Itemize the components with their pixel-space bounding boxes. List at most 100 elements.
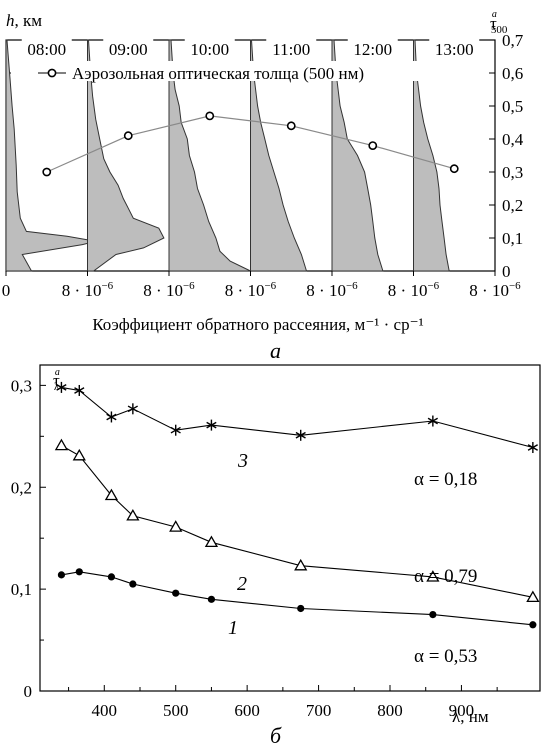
time-label-bg	[103, 39, 154, 59]
chart-b-x-tick-label: 700	[306, 701, 332, 720]
time-label: 09:00	[109, 40, 148, 59]
legend-circle-marker	[47, 68, 57, 78]
time-label-bg	[429, 39, 480, 59]
curve-number-1: 1	[228, 617, 238, 639]
series-line	[61, 386, 534, 449]
aod-point	[42, 167, 52, 177]
marker-star-stroke	[74, 387, 85, 394]
chart-a-ylabel-right: τa 500	[490, 9, 508, 36]
marker-triangle	[104, 488, 119, 501]
alpha-label-2: α = 0,79	[414, 566, 477, 587]
marker-triangle	[426, 570, 440, 582]
marker-star	[427, 415, 438, 427]
chart-b-y-tick-label: 0,3	[11, 376, 32, 395]
marker-star	[527, 442, 538, 454]
profile-0800	[5, 39, 96, 272]
chart-b-x-tick-label: 800	[377, 701, 403, 720]
marker-star-stroke	[170, 426, 181, 434]
marker-circle	[57, 571, 66, 579]
chart-a-xlabel: Коэффициент обратного рассеяния, м⁻¹ · с…	[92, 315, 423, 334]
chart-a-x-tick-label: 8 · 10−6	[225, 280, 277, 300]
marker-circle	[207, 595, 216, 603]
marker-star	[206, 419, 217, 431]
chart-a-right-axis: 0 0,1 0,2 0,3 0,4 0,5 0,6 0,7	[489, 31, 524, 281]
chart-a-right-tick-label: 0,5	[502, 97, 523, 116]
chart-a-right-tick-label: 0,4	[502, 130, 524, 149]
marker-star-stroke	[427, 417, 438, 425]
chart-b-y-tick-label: 0,1	[11, 580, 32, 599]
profile-1200	[331, 39, 384, 272]
aod-point	[123, 131, 133, 141]
marker-star-stroke	[527, 444, 538, 451]
chart-b-y-tick-label: 0,2	[11, 478, 32, 497]
marker-triangle	[54, 438, 69, 451]
aod-point	[449, 164, 459, 174]
curve-number-3: 3	[237, 450, 248, 472]
chart-b-y-ticks: 0 0,1 0,2 0,3	[11, 376, 46, 701]
marker-star-stroke	[295, 431, 306, 439]
chart-a-right-tick-label: 0	[502, 262, 511, 281]
marker-triangle	[126, 508, 140, 521]
curve-number-2: 2	[237, 573, 247, 595]
time-label: 11:00	[272, 40, 310, 59]
marker-triangle	[204, 535, 219, 548]
marker-triangle	[169, 520, 183, 532]
marker-triangle	[294, 558, 308, 571]
chart-b-panel-label: б	[270, 723, 282, 748]
chart-b-x-ticks: 400 500 600 700 800 900	[68, 685, 498, 720]
chart-a-x-tick-label: 8 · 10−6	[306, 280, 358, 300]
chart-b-series-labels: 3 α = 0,18 2 α = 0,79 1 α = 0,53	[228, 450, 477, 667]
chart-a-x-ticks: 0 8 · 10−6 8 · 10−6 8 · 10−6 8 · 10−6 8 · 10−…	[2, 280, 521, 300]
marker-star-stroke	[127, 405, 138, 413]
chart-b-xlabel: λ, нм	[452, 707, 489, 726]
aod-line	[46, 115, 455, 173]
marker-circle	[297, 604, 305, 613]
time-label: 13:00	[435, 40, 474, 59]
chart-a-right-tick-label: 0,6	[502, 64, 523, 83]
chart-a-x-tick-label: 8 · 10−6	[469, 280, 521, 300]
marker-circle	[129, 580, 137, 588]
time-label-bg	[266, 39, 317, 59]
aod-point	[286, 121, 296, 131]
marker-circle	[75, 568, 83, 576]
series-1	[57, 568, 537, 629]
marker-circle	[172, 589, 180, 597]
chart-a-aod-series	[42, 111, 459, 177]
alpha-label-3: α = 0,18	[414, 469, 477, 490]
marker-star-stroke	[106, 413, 117, 421]
chart-b-border	[39, 364, 541, 692]
chart-a-legend: Аэрозольная оптическая толща (500 нм)	[38, 64, 364, 83]
chart-b-y-tick-label: 0	[24, 682, 33, 701]
chart-a-x-tick-label: 8 · 10−6	[62, 280, 114, 300]
chart-b-axes	[39, 364, 541, 692]
chart-b-x-tick-label: 500	[163, 701, 189, 720]
chart-a-legend-text: Аэрозольная оптическая толща (500 нм)	[72, 64, 364, 83]
marker-triangle	[526, 590, 540, 603]
alpha-label-1: α = 0,53	[414, 646, 477, 667]
chart-a-right-tick-label: 0,2	[502, 196, 523, 215]
time-label-bg	[21, 39, 72, 59]
chart-b-x-tick-label: 900	[449, 701, 475, 720]
legend-bg	[34, 61, 490, 81]
chart-b-ylabel: τa λ	[53, 367, 60, 393]
aod-point	[368, 141, 378, 150]
series-2	[54, 438, 540, 603]
marker-star	[127, 403, 138, 415]
chart-a-right-tick-label: 0,1	[502, 229, 523, 248]
chart-b-x-tick-label: 400	[92, 701, 118, 720]
marker-star	[74, 384, 85, 396]
marker-circle	[107, 573, 116, 581]
time-label: 10:00	[190, 40, 229, 59]
chart-a-panel-label: а	[270, 338, 281, 363]
chart-a-x-tick-label: 8 · 10−6	[388, 280, 440, 300]
series-3	[56, 381, 538, 454]
chart-a-right-tick-label: 0,3	[502, 163, 523, 182]
chart-b-series	[54, 381, 540, 629]
marker-star	[106, 411, 117, 423]
marker-circle	[529, 621, 537, 629]
marker-star	[295, 429, 306, 441]
marker-star	[56, 381, 67, 393]
marker-triangle	[72, 448, 86, 461]
chart-a-x-tick-label: 8 · 10−6	[143, 280, 195, 300]
